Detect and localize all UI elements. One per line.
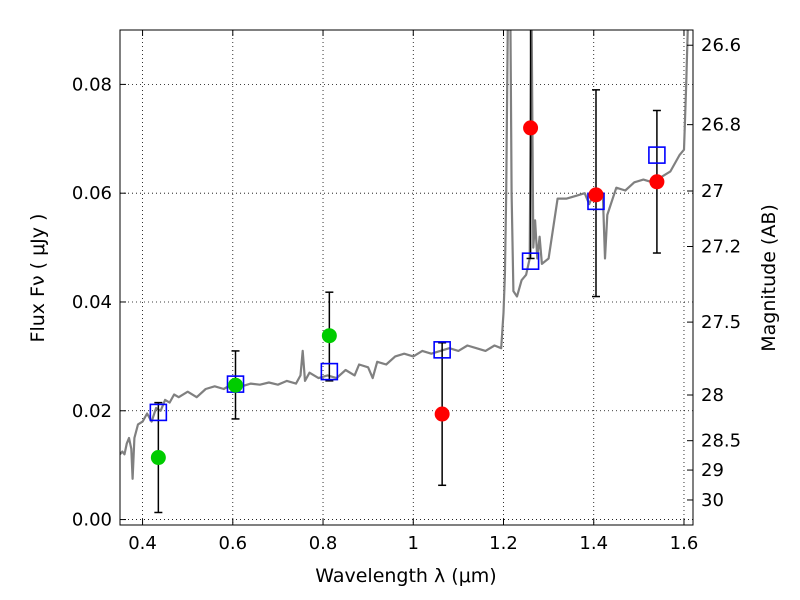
y-axis-title: Flux Fν ( μJy ) <box>27 214 49 343</box>
y-tick-label: 0.04 <box>72 292 112 313</box>
x-tick-label: 1 <box>408 533 419 554</box>
model-photometry-square <box>149 403 168 422</box>
x-tick-label: 0.4 <box>128 533 157 554</box>
detection-point <box>228 377 244 393</box>
y-tick-label: 0.00 <box>72 510 112 531</box>
gridlines <box>120 30 693 525</box>
y2-tick-label: 29 <box>701 460 724 481</box>
low-significance-point <box>434 406 450 422</box>
y2-tick-label: 27.5 <box>701 312 741 333</box>
y2-tick-label: 30 <box>701 490 724 511</box>
low-significance-point <box>588 187 604 203</box>
x-tick-label: 0.8 <box>309 533 338 554</box>
model-photometry-square <box>433 341 451 359</box>
model-photometry-square <box>648 146 666 164</box>
ticks-layer: 0.4 0.6 0.8 1 1.2 1.4 1.6 0.00 0.02 0.04 0.06 0.08 2… <box>72 30 741 554</box>
spectrum-layer <box>120 30 689 480</box>
y-tick-label: 0.06 <box>72 183 112 204</box>
y2-axis-title: Magnitude (AB) <box>758 204 780 352</box>
x-tick-label: 1.6 <box>670 533 699 554</box>
x-tick-label: 0.6 <box>218 533 247 554</box>
plot-frame <box>119 29 694 526</box>
y2-tick-label: 28.5 <box>701 431 741 452</box>
model-photometry-square <box>320 362 339 381</box>
low-significance-point <box>649 174 665 190</box>
y2-tick-label: 27.2 <box>701 236 741 257</box>
errorbar-layer <box>154 30 661 514</box>
y2-tick-label: 28 <box>701 385 724 406</box>
y-tick-label: 0.02 <box>72 401 112 422</box>
x-axis-title: Wavelength λ (μm) <box>315 565 496 587</box>
y-tick-label: 0.08 <box>72 74 112 95</box>
x-tick-label: 1.4 <box>579 533 608 554</box>
detection-point <box>150 450 166 466</box>
y2-tick-label: 26.6 <box>701 35 741 56</box>
detection-point <box>321 328 337 344</box>
x-tick-label: 1.2 <box>489 533 518 554</box>
y2-tick-label: 27 <box>701 181 724 202</box>
y2-tick-label: 26.8 <box>701 115 741 136</box>
model-photometry-square <box>521 252 540 270</box>
low-significance-point <box>523 120 539 136</box>
marker-layer <box>149 120 666 466</box>
model-spectrum-line <box>120 30 689 480</box>
